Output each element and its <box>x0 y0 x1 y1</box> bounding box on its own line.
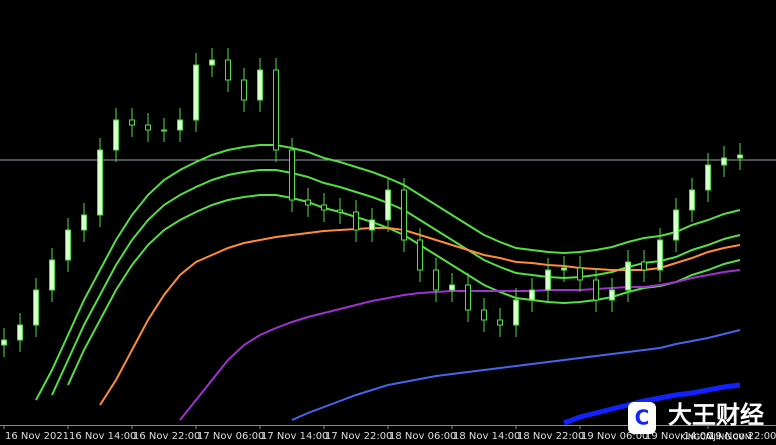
x-tick-label: 18 Nov 14:00 <box>453 431 520 442</box>
candle-body <box>97 149 103 216</box>
candle-body <box>545 269 551 291</box>
watermark-url: KINGCAIJING.COM <box>680 433 752 442</box>
candle-body <box>625 261 631 291</box>
x-tick-label: 16 Nov 14:00 <box>69 431 136 442</box>
x-tick-label: 16 Nov 2021 <box>5 431 69 442</box>
candle-body <box>657 239 663 271</box>
candle-body <box>705 164 711 191</box>
candle-body <box>49 259 55 291</box>
candle-body <box>689 189 695 211</box>
candle-body <box>561 267 567 271</box>
watermark-text: 大王财经 <box>668 401 764 429</box>
candle-body <box>257 69 263 101</box>
x-tick-label: 17 Nov 06:00 <box>197 431 264 442</box>
ma-line <box>291 329 741 421</box>
candle-body <box>481 309 487 321</box>
candle-body <box>737 154 743 159</box>
candle-body <box>193 64 199 121</box>
candle-body <box>513 299 519 326</box>
x-tick-label: 19 Nov 22:00 <box>709 431 776 442</box>
x-tick-label: 18 Nov 06:00 <box>389 431 456 442</box>
candle-body <box>225 59 231 81</box>
candle-body <box>353 211 359 231</box>
candle-body <box>289 149 295 201</box>
x-tick-label: 17 Nov 22:00 <box>325 431 392 442</box>
watermark-logo-mark: C <box>635 406 650 430</box>
x-tick-label: 17 Nov 14:00 <box>261 431 328 442</box>
candle-body <box>721 157 727 166</box>
candle-body <box>209 59 215 66</box>
candle-body <box>33 289 39 326</box>
candle-body <box>81 214 87 231</box>
candle-body <box>465 284 471 311</box>
ma-line <box>179 269 741 421</box>
candle-body <box>1 339 7 346</box>
candle-body <box>449 284 455 291</box>
ma-line <box>563 382 741 426</box>
candle-body <box>337 209 343 213</box>
x-tick-label: 16 Nov 22:00 <box>133 431 200 442</box>
x-tick-label: 19 Nov 14:00 <box>645 431 712 442</box>
candle-body <box>273 69 279 151</box>
candle-body <box>529 289 535 301</box>
candle-body <box>113 119 119 151</box>
candle-body <box>609 289 615 301</box>
x-tick-label: 19 Nov 06:00 <box>581 431 648 442</box>
candle-body <box>417 239 423 271</box>
candle-body <box>241 79 247 101</box>
candle-body <box>305 199 311 206</box>
candle-body <box>129 119 135 126</box>
watermark: C 大王财经 KINGCAIJING.COM <box>628 401 764 442</box>
candle-body <box>593 279 599 301</box>
candle-body <box>321 204 327 211</box>
candle-body <box>577 267 583 281</box>
candle-body <box>433 269 439 291</box>
candle-body <box>369 219 375 231</box>
candle-body <box>385 189 391 221</box>
candle-body <box>65 229 71 261</box>
candle-body <box>145 124 151 131</box>
candle-body <box>161 129 167 132</box>
candle-body <box>17 324 23 341</box>
candle-body <box>673 209 679 241</box>
x-tick-label: 18 Nov 22:00 <box>517 431 584 442</box>
candle-body <box>641 261 647 271</box>
watermark-logo <box>628 402 656 434</box>
candle-body <box>177 119 183 131</box>
candle-body <box>497 319 503 326</box>
candle-body <box>401 189 407 241</box>
